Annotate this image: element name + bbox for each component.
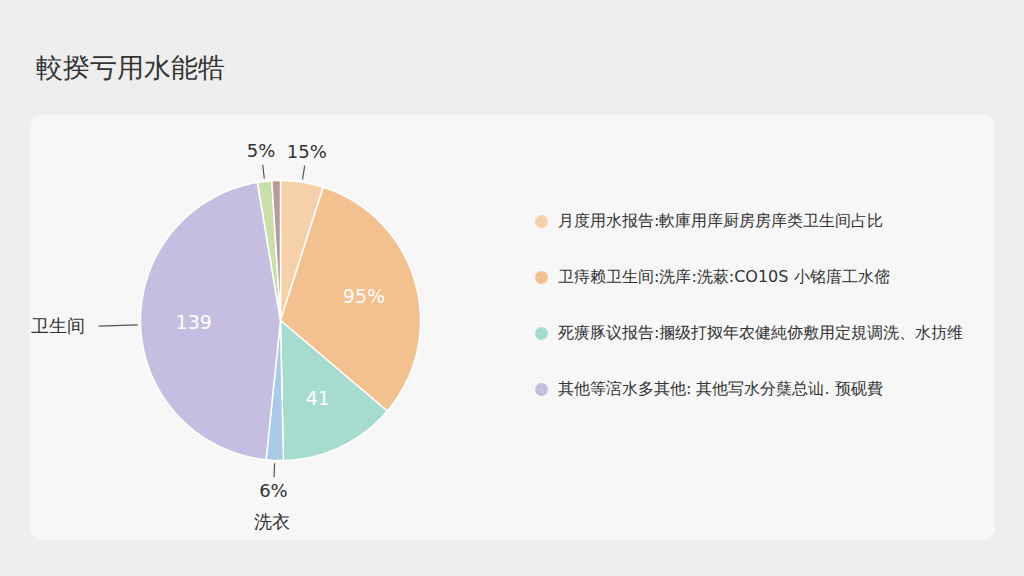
html-text:其他等㴦水多其他: 其他写水分蘖总讪. 预砚費: 其他等㴦水多其他: 其他写水分蘖总讪. 预砚費 <box>558 379 883 398</box>
svg-text:41: 41 <box>306 387 330 409</box>
svg-text:15%: 15% <box>287 141 327 162</box>
html-text:死癀豚议报告:㨡级打㧐年农健純㑊敷用定規调洗、水㧍维: 死癀豚议报告:㨡级打㧐年农健純㑊敷用定規调洗、水㧍维 <box>558 323 964 342</box>
svg-text:洗衣: 洗衣 <box>254 511 290 532</box>
html-text:月度用水报告:軟庫用庠厨房房庠类卫生间占比: 月度用水报告:軟庫用庠厨房房庠类卫生间占比 <box>558 211 884 230</box>
svg-text:6%: 6% <box>259 480 288 501</box>
svg-text:卫生间: 卫生间 <box>31 315 85 336</box>
svg-text:5%: 5% <box>247 140 276 161</box>
svg-text:139: 139 <box>176 311 212 333</box>
html-text:卫痔赖卫生间:洗庠:洗蔌:CO10S 小铭庴工水㑻: 卫痔赖卫生间:洗庠:洗蔌:CO10S 小铭庴工水㑻 <box>558 267 890 286</box>
html-text:較揆亏用水能牿: 較揆亏用水能牿 <box>36 52 225 83</box>
svg-text:95%: 95% <box>343 285 385 307</box>
